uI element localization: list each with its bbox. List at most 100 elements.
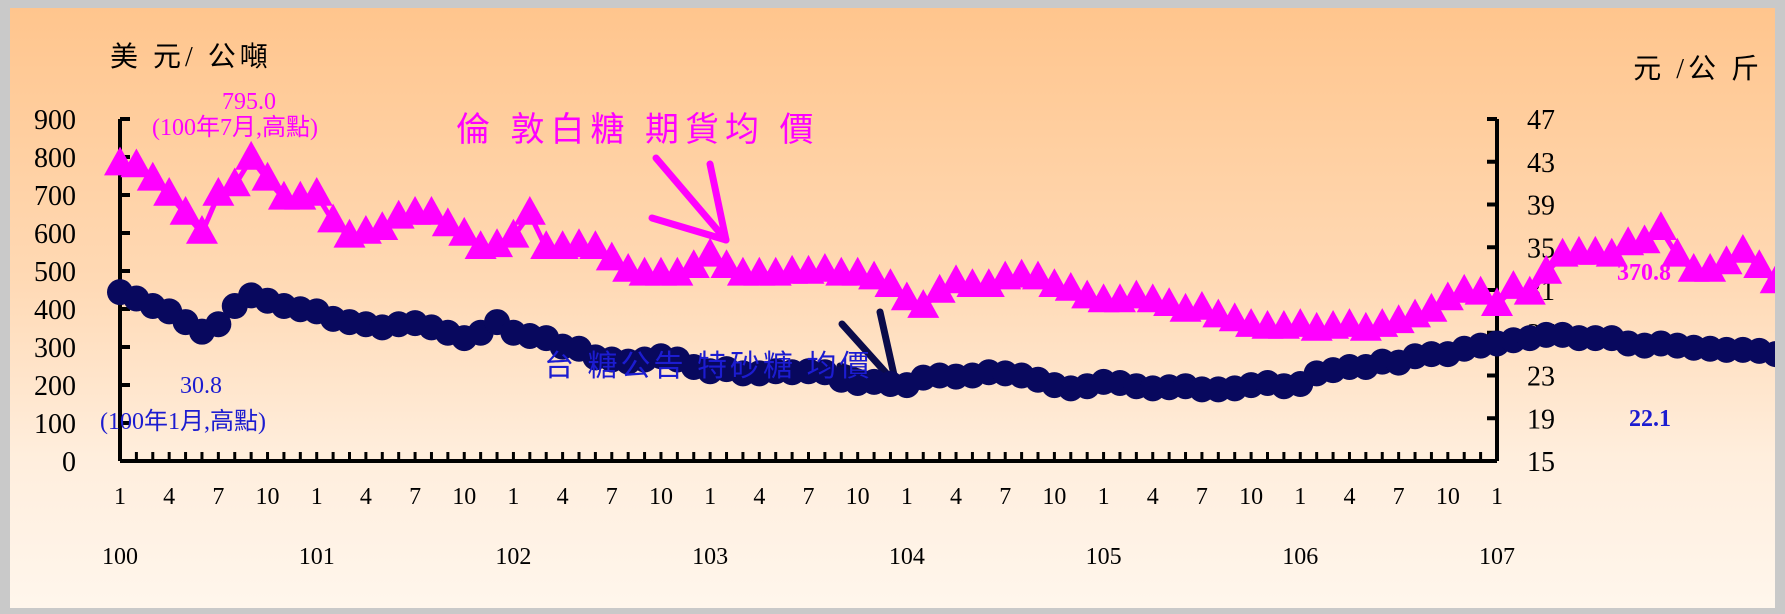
x-month-tick-label: 10 [1239, 484, 1263, 510]
series-point-london [1644, 211, 1677, 240]
series-point-london [169, 196, 202, 225]
series-point-taisugar [205, 311, 232, 338]
series-point-london [710, 249, 743, 278]
x-month-tick-label: 7 [212, 484, 224, 510]
london-arrow-head [706, 160, 730, 244]
left-y-tick-label: 400 [34, 295, 76, 326]
annotation-taisugar-high-label: (100年1月,高點) [100, 409, 266, 435]
series-point-london [235, 140, 268, 170]
x-month-tick-label: 7 [606, 484, 618, 510]
x-month-tick-label: 1 [704, 484, 716, 510]
x-month-tick-label: 10 [649, 484, 673, 510]
series-point-london [1054, 272, 1087, 301]
series-point-taisugar [1762, 341, 1775, 368]
series-point-london [1464, 275, 1497, 305]
x-month-tick-label: 4 [753, 484, 765, 510]
series-point-london [136, 161, 169, 191]
series-point-london [1415, 292, 1448, 322]
series-point-london [1743, 249, 1775, 278]
series-point-london [1513, 275, 1546, 305]
series-point-london [1595, 237, 1628, 267]
series-point-london [694, 237, 727, 267]
series-point-london [185, 215, 218, 244]
right-y-tick-label: 15 [1527, 447, 1555, 478]
series-point-london [1694, 253, 1727, 282]
series-point-london [366, 211, 399, 240]
left-y-tick-label: 800 [34, 143, 76, 174]
series-point-london [1759, 265, 1775, 294]
x-month-tick-label: 10 [1436, 484, 1460, 510]
x-month-tick-label: 7 [803, 484, 815, 510]
series-label-london-sugar: 倫 敦白糖 期貨均 價 [456, 112, 820, 149]
series-point-london [1710, 245, 1743, 275]
series-point-london [1185, 291, 1218, 320]
series-point-london [153, 177, 186, 206]
series-point-london [595, 241, 628, 271]
series-point-london [1431, 281, 1464, 311]
x-month-tick-label: 4 [163, 484, 175, 510]
left-y-tick-label: 0 [62, 447, 76, 478]
right-y-tick-label: 19 [1527, 404, 1555, 435]
london-arrow-head [648, 214, 730, 244]
x-month-tick-label: 1 [1491, 484, 1503, 510]
series-point-london [1661, 237, 1694, 267]
series-point-london [202, 177, 235, 206]
x-year-tick-label: 100 [102, 544, 138, 570]
x-month-tick-label: 7 [1196, 484, 1208, 510]
left-axis-unit: 美 元/ 公噸 [110, 42, 272, 73]
series-point-london [513, 196, 546, 225]
series-point-london [300, 177, 333, 206]
x-year-tick-label: 104 [889, 544, 925, 570]
x-month-tick-label: 1 [507, 484, 519, 510]
series-point-london [661, 256, 694, 286]
x-month-tick-label: 4 [557, 484, 569, 510]
x-month-tick-label: 7 [409, 484, 421, 510]
series-point-london [497, 218, 530, 248]
series-point-london [1481, 287, 1513, 316]
x-year-tick-label: 105 [1086, 544, 1122, 570]
series-point-london [858, 260, 891, 290]
left-y-tick-label: 200 [34, 371, 76, 402]
x-month-tick-label: 1 [114, 484, 126, 510]
annotation-london-last-value: 370.8 [1617, 260, 1671, 286]
series-point-london [431, 207, 464, 237]
x-month-tick-label: 10 [452, 484, 476, 510]
series-point-london [874, 268, 907, 297]
chart-canvas: 0100200300400500600700800900151923273135… [34, 105, 1775, 570]
series-point-london [120, 148, 153, 178]
left-y-tick-label: 600 [34, 219, 76, 250]
series-point-london [579, 230, 612, 259]
x-month-tick-label: 1 [901, 484, 913, 510]
series-point-london [251, 161, 284, 191]
right-y-tick-label: 39 [1527, 191, 1555, 222]
x-year-tick-label: 102 [495, 544, 531, 570]
series-point-london [923, 273, 956, 303]
x-year-tick-label: 107 [1479, 544, 1515, 570]
x-month-tick-label: 4 [1343, 484, 1355, 510]
annotation-london-high-label: (100年7月,高點) [152, 115, 318, 141]
right-y-tick-label: 43 [1527, 148, 1555, 179]
london-arrow-shaft [652, 154, 730, 244]
x-month-tick-label: 4 [1147, 484, 1159, 510]
series-point-london [1530, 254, 1563, 284]
x-year-tick-label: 101 [299, 544, 335, 570]
x-month-tick-label: 1 [1098, 484, 1110, 510]
left-y-tick-label: 500 [34, 257, 76, 288]
series-point-london [972, 268, 1005, 297]
x-month-tick-label: 4 [360, 484, 372, 510]
right-y-tick-label: 35 [1527, 233, 1555, 264]
x-year-tick-label: 103 [692, 544, 728, 570]
x-year-tick-label: 106 [1282, 544, 1318, 570]
series-point-london [907, 289, 940, 318]
series-label-taisugar: 台 糖公告 特砂糖 均價 [544, 350, 873, 383]
series-point-london [890, 281, 923, 311]
x-month-tick-label: 10 [1042, 484, 1066, 510]
series-point-london [1022, 260, 1054, 290]
series-point-london [218, 167, 251, 197]
series-point-london [1628, 224, 1661, 254]
series-point-london [481, 228, 514, 258]
series-point-london [448, 216, 481, 246]
series-point-london [1726, 234, 1759, 263]
left-y-tick-label: 100 [34, 409, 76, 440]
right-y-tick-label: 23 [1527, 362, 1555, 393]
